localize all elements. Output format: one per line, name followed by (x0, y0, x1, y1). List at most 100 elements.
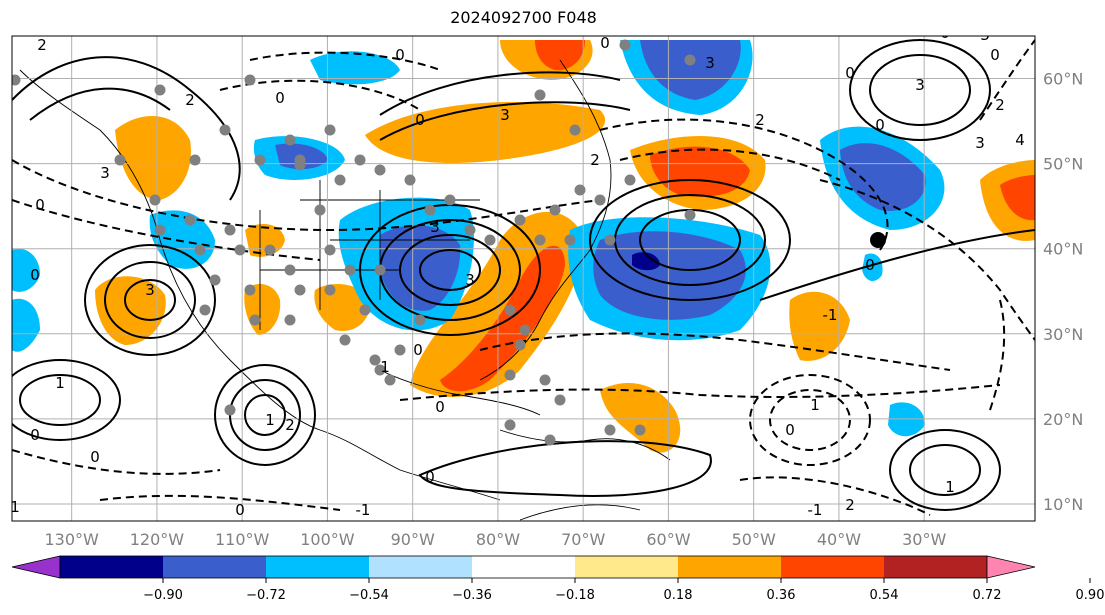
dashed-contours (12, 39, 1035, 516)
contour-label: 3 (430, 218, 440, 236)
station-dot (324, 244, 336, 256)
station-dot (114, 154, 126, 166)
station-dot (12, 74, 21, 86)
station-dot (569, 124, 581, 136)
station-dot (284, 134, 296, 146)
station-dot (604, 234, 616, 246)
plot-title: 2024092700 F048 (450, 8, 597, 27)
latitude-label: 20°N (1043, 410, 1083, 429)
station-dot (534, 89, 546, 101)
positive-anomaly-core (535, 40, 585, 71)
station-dot (634, 424, 646, 436)
station-dot (384, 374, 396, 386)
station-dot (284, 314, 296, 326)
contour-label: 2 (755, 111, 765, 129)
colorbar-tick-label: −0.18 (555, 588, 595, 603)
station-dot (504, 304, 516, 316)
contour-label: 1 (380, 358, 390, 376)
contour-label: 3 (145, 281, 155, 299)
longitude-label: 120°W (130, 530, 185, 549)
contour-label: 1 (945, 478, 955, 496)
contour-label: 3 (465, 271, 475, 289)
station-dot (444, 194, 456, 206)
station-dot (514, 339, 526, 351)
contour-label: 2 (285, 416, 295, 434)
coastlines (19, 59, 671, 521)
contour-label: 3 (980, 26, 990, 44)
contour-label: 2 (37, 36, 47, 54)
longitude-label: 30°W (902, 530, 946, 549)
station-dot (414, 314, 426, 326)
map-frame (11, 35, 1036, 522)
contour-label: 3 (705, 54, 715, 72)
longitude-label: 80°W (476, 530, 520, 549)
positive-anomaly-region (365, 102, 606, 163)
contour-label: 0 (413, 341, 423, 359)
colorbar-tick-label: 0.72 (973, 588, 1002, 603)
colorbar-tick-label: −0.36 (452, 588, 492, 603)
station-dot (324, 284, 336, 296)
station-dot (194, 244, 206, 256)
positive-anomaly-core (440, 245, 565, 392)
colorbar-tick-label: −0.90 (143, 588, 183, 603)
contour-label: 3 (500, 106, 510, 124)
contour-label: 0 (845, 64, 855, 82)
station-dot (554, 394, 566, 406)
negative-anomaly-region (12, 298, 40, 352)
positive-anomaly-region (314, 284, 371, 331)
positive-anomaly-region (115, 116, 191, 200)
station-dot (324, 124, 336, 136)
station-dot (539, 374, 551, 386)
station-dot (334, 174, 346, 186)
negative-anomaly-core (840, 143, 926, 211)
station-dot (224, 224, 236, 236)
longitude-label: 40°W (817, 530, 861, 549)
latitude-label: 10°N (1043, 495, 1083, 514)
latitude-label: 30°N (1043, 325, 1083, 344)
colorbar-tick-label: −0.54 (349, 588, 389, 603)
solid-contours (12, 39, 1035, 511)
station-dot (374, 264, 386, 276)
negative-anomaly-region (12, 248, 40, 292)
contour-label: 0 (30, 426, 40, 444)
station-dot (314, 204, 326, 216)
latitude-label: 60°N (1043, 70, 1083, 89)
negative-anomaly-region (310, 51, 400, 85)
contour-label: 0 (785, 421, 795, 439)
contour-label: -1 (808, 501, 823, 519)
contour-label: 0 (600, 34, 610, 52)
latitude-labels: 60°N 50°N 40°N 30°N 20°N 10°N (1043, 70, 1083, 514)
contour-label: 0 (415, 111, 425, 129)
contour-label: 4 (1015, 131, 1025, 149)
contour-label: 0 (425, 468, 435, 486)
colorbar-tick-label: −0.72 (246, 588, 286, 603)
contour-label: 0 (90, 448, 100, 466)
station-dot (254, 154, 266, 166)
station-dot (684, 54, 696, 66)
contour-label: 2 (845, 496, 855, 514)
contour-label: 3 (975, 134, 985, 152)
positive-anomaly-region (95, 276, 166, 345)
station-dot (619, 39, 631, 51)
latitude-label: 50°N (1043, 155, 1083, 174)
longitude-label: 100°W (300, 530, 355, 549)
station-dot (504, 369, 516, 381)
station-dot (519, 324, 531, 336)
colorbar-tick-label: 0.18 (664, 588, 693, 603)
contour-label: 0 (235, 501, 245, 519)
contour-label: 3 (915, 76, 925, 94)
longitude-label: 50°W (732, 530, 776, 549)
contour-label: 2 (995, 96, 1005, 114)
contour-label: 0 (435, 398, 445, 416)
contour-label: 0 (35, 196, 45, 214)
station-dot (244, 284, 256, 296)
contour-label: 2 (590, 151, 600, 169)
station-dot (369, 354, 381, 366)
colorbar-tick-label: 0.90 (1076, 588, 1105, 603)
longitude-label: 60°W (646, 530, 690, 549)
negative-anomaly-core-dark (632, 252, 660, 271)
longitude-label: 130°W (44, 530, 99, 549)
station-dot (199, 304, 211, 316)
contour-label: -1 (823, 306, 838, 324)
